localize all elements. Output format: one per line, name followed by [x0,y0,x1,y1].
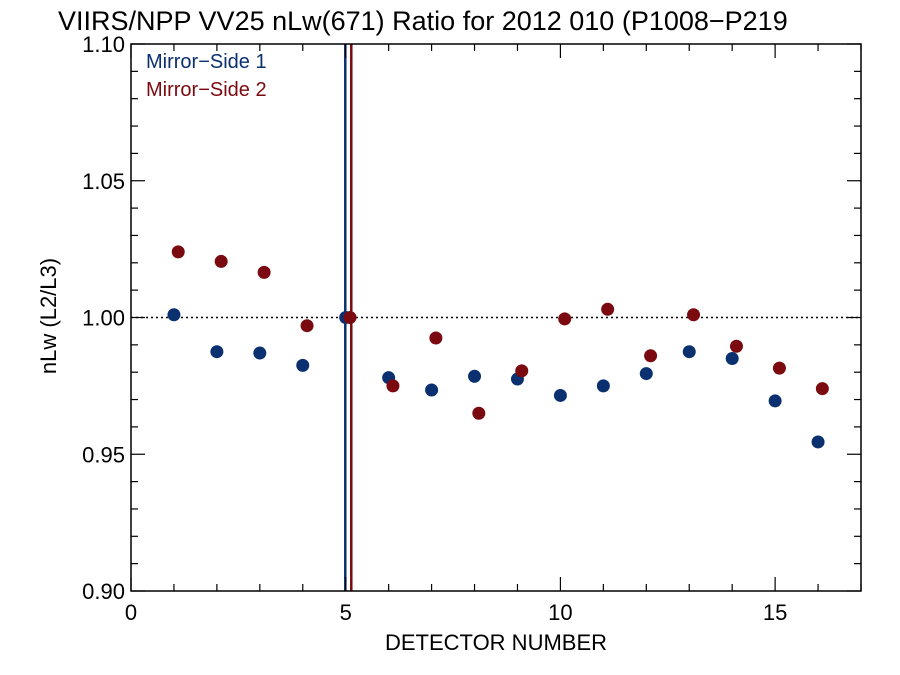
y-tick-label: 1.05 [82,169,125,194]
data-point-series-1-2 [210,345,224,359]
data-points [167,245,829,449]
data-point-series-2-5 [343,311,357,324]
x-tick-label: 5 [340,600,352,625]
data-point-series-1-13 [682,345,696,359]
data-point-series-1-14 [725,352,739,366]
data-point-series-2-6 [386,379,400,393]
legend-item-mirror-side-1: Mirror−Side 1 [146,51,267,73]
y-tick-label: 0.90 [82,579,125,604]
data-point-series-1-12 [639,367,653,381]
data-point-series-1-7 [425,383,439,397]
x-tick-label: 0 [125,600,137,625]
data-point-series-2-4 [300,319,314,333]
data-point-series-2-12 [644,349,658,363]
data-point-series-1-3 [253,346,267,360]
data-point-series-2-13 [687,308,701,322]
data-point-series-2-14 [729,339,743,353]
data-point-series-2-1 [171,245,185,259]
data-point-series-1-15 [768,394,782,408]
data-point-series-2-11 [601,302,615,316]
chart-title: VIIRS/NPP VV25 nLw(671) Ratio for 2012 0… [58,6,788,36]
data-point-series-1-10 [553,388,567,402]
y-tick-label: 1.00 [82,306,125,331]
axis-ticks [130,43,862,592]
data-point-series-2-8 [472,406,486,420]
data-point-series-1-4 [296,358,310,372]
legend-item-mirror-side-2: Mirror−Side 2 [146,79,267,101]
data-point-series-2-3 [257,265,271,279]
x-tick-label: 10 [548,600,572,625]
legend: Mirror−Side 1 Mirror−Side 2 [146,51,267,101]
data-point-series-1-16 [811,435,825,449]
data-point-series-2-7 [429,331,443,345]
y-axis-label: nLw (L2/L3) [36,258,61,374]
data-point-series-2-15 [772,361,786,375]
data-point-series-2-10 [558,312,572,326]
data-point-series-2-9 [515,364,529,378]
x-tick-label: 15 [763,600,787,625]
data-point-series-1-11 [596,379,610,393]
x-axis-label: DETECTOR NUMBER [385,630,607,655]
y-tick-label: 0.95 [82,442,125,467]
tick-labels: 0 5 10 15 0.90 0.95 1.00 1.05 1.10 [82,32,787,625]
data-point-series-1-1 [167,308,181,322]
y-tick-label: 1.10 [82,32,125,57]
data-point-series-2-2 [214,254,228,268]
data-point-series-2-16 [815,382,829,396]
data-point-series-1-8 [468,369,482,383]
